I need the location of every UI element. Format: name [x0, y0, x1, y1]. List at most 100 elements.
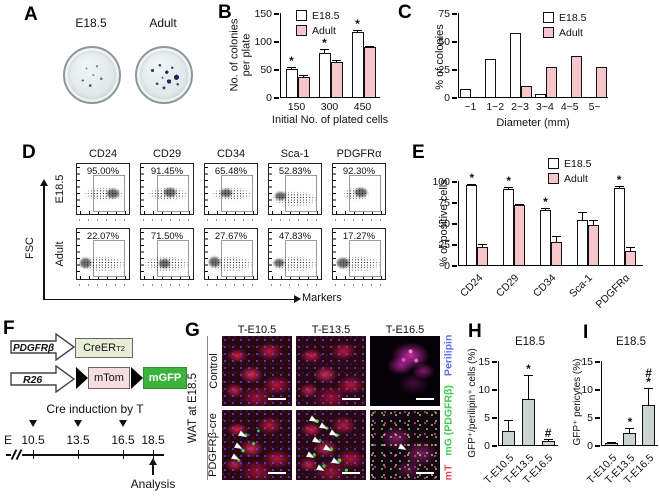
flow-x-ticklabels: [271, 284, 319, 286]
flow-x-ticklabels: [207, 219, 255, 221]
flow-plot-adult-cd34: 27.67%: [204, 228, 258, 280]
flow-y-ticks: [141, 232, 144, 276]
creer-box: CreER T2: [75, 338, 133, 358]
scale-bar: [342, 398, 360, 400]
y-tick-label: 50: [438, 218, 457, 230]
bar-group: *: [496, 175, 533, 265]
bar: [503, 188, 515, 265]
flow-x-ticklabels: [79, 284, 127, 286]
flow-y-ticks: [141, 167, 144, 211]
error-bar: [551, 235, 561, 243]
b-x-ticks: 150 300 450: [280, 101, 380, 113]
significance-marker: *: [469, 170, 475, 185]
flow-plot-adult-cd24: 22.07%: [76, 228, 130, 280]
y-tick-label: 0: [444, 260, 457, 272]
bar: [624, 250, 636, 265]
bar: [514, 205, 526, 265]
significance-marker: *: [289, 53, 294, 68]
legend-label-adult: Adult: [564, 172, 588, 185]
legend-swatch-e18: [548, 158, 559, 169]
bar-group: *: [347, 13, 380, 97]
bar-group: [459, 13, 484, 97]
timeline-axis: [6, 454, 164, 456]
panel-letter-H: H: [468, 321, 482, 342]
flow-pct: 92.30%: [342, 166, 376, 177]
loxp-triangle-icon: [131, 367, 143, 389]
y-tick-label: 5: [484, 412, 497, 424]
b-x-axis-label: Initial No. of plated cells: [271, 114, 389, 126]
bar: [285, 69, 298, 97]
micrograph-cre-t-e13: [296, 410, 366, 480]
flow-dense-cluster: [209, 257, 220, 267]
flow-pct: 52.83%: [278, 166, 312, 177]
bar-slot: [485, 13, 497, 97]
b-legend: E18.5 Adult: [296, 8, 339, 38]
bar-slot: *: [351, 13, 364, 97]
bar: [613, 187, 625, 265]
bar-slot: *: [539, 181, 551, 265]
bar-group: *: [459, 172, 496, 265]
legend-label-adult: Adult: [312, 24, 336, 37]
flow-y-ticks: [77, 232, 80, 276]
bar-group: [569, 181, 606, 265]
flow-y-ticks: [333, 167, 336, 211]
flow-dense-cluster: [220, 189, 233, 197]
bar-slot: [595, 13, 607, 97]
loxp-triangle-icon: [76, 367, 88, 389]
flow-pct: 65.48%: [214, 166, 248, 177]
bar: [595, 66, 607, 97]
h-y-ticks: 0 5 10 15: [470, 357, 498, 451]
c-y-ticks: 0 25 50 75: [430, 9, 458, 103]
y-tick-label: 25: [438, 239, 457, 251]
flow-x-ticklabels: [335, 219, 383, 221]
bar-slot: [510, 13, 522, 97]
legend-swatch-e18: [543, 12, 554, 23]
g-col-header-t-e16: T-E16.5: [385, 324, 425, 336]
y-tick-label: 0: [444, 92, 457, 104]
timepoint-10-5: 10.5: [21, 433, 45, 447]
bar-slot: [576, 181, 588, 265]
error-bar: [504, 419, 514, 431]
flow-dense-cluster: [158, 259, 171, 268]
flow-x-ticks: [336, 276, 382, 279]
y-tick-label: 75: [438, 8, 457, 20]
petri-dish-e18: [63, 46, 121, 104]
flow-x-ticks: [144, 211, 190, 214]
legend-label-e18: E18.5: [559, 11, 587, 24]
micrograph-control-t-e10: [222, 336, 292, 406]
bar-slot: *: [285, 13, 298, 97]
significance-marker: *: [355, 16, 360, 31]
bar-group: *: [281, 13, 314, 97]
flow-x-ticks: [208, 211, 254, 214]
flow-x-ticks: [336, 211, 382, 214]
i-title: E18.5: [615, 336, 647, 348]
error-bar: [625, 427, 635, 433]
induction-arrowhead-icon: [118, 420, 127, 427]
error-bar: [332, 59, 341, 62]
bar: [318, 52, 331, 97]
flow-plot-e18-cd29: 91.45%: [140, 163, 194, 215]
flow-x-ticklabels: [79, 219, 127, 221]
bar: [521, 85, 533, 97]
mtom-box: mTom: [88, 367, 130, 389]
timeline-tick: [152, 450, 154, 459]
scale-bar: [342, 472, 360, 474]
flow-plot-e18-pdgfra: 92.30%: [332, 163, 386, 215]
b-y-ticks: 0 50 100 150: [250, 9, 280, 103]
bar-slot: [363, 13, 376, 97]
c-x-axis-label: Diameter (mm): [496, 117, 570, 129]
flow-pct: 95.00%: [86, 166, 120, 177]
flow-y-ticks: [333, 232, 336, 276]
flow-x-ticks: [272, 211, 318, 214]
significance-marker: *: [506, 173, 512, 188]
dish-label-e18: E18.5: [75, 16, 107, 30]
bar: [541, 441, 555, 445]
x-tick-label: 4~5: [560, 101, 579, 113]
pdgfrb-promoter-label: PDGFRβ: [13, 343, 54, 354]
legend-item-adult: Adult: [543, 25, 586, 40]
